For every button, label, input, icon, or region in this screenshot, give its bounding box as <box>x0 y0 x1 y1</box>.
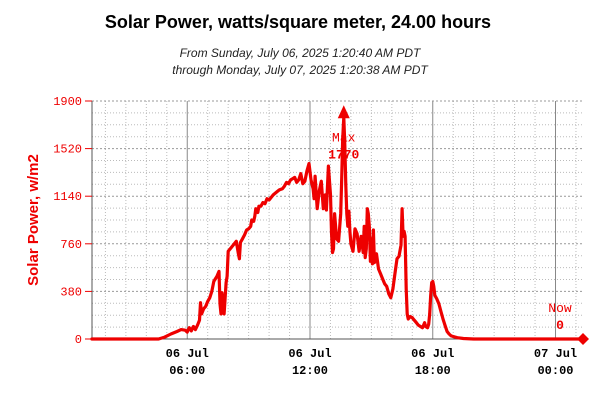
y-tick-label: 0 <box>75 333 82 347</box>
x-tick-label-date: 06 Jul <box>166 347 209 361</box>
y-tick-label: 760 <box>60 238 82 252</box>
max-value: 1770 <box>328 147 359 162</box>
annotations: Max 1770 Now 0 <box>328 105 589 345</box>
now-label: Now <box>548 301 572 316</box>
now-marker <box>577 333 589 345</box>
chart-subtitle-through: through Monday, July 07, 2025 1:20:38 AM… <box>172 63 429 77</box>
chart-subtitle-from: From Sunday, July 06, 2025 1:20:40 AM PD… <box>180 46 422 60</box>
y-axis-label: Solar Power, w/m2 <box>25 154 42 286</box>
x-tick-label-date: 06 Jul <box>288 347 331 361</box>
x-tick-label-time: 12:00 <box>292 364 328 378</box>
max-marker <box>337 105 350 119</box>
x-tick-label-time: 00:00 <box>537 364 573 378</box>
now-value: 0 <box>556 318 564 333</box>
x-tick-label-date: 06 Jul <box>411 347 454 361</box>
chart-title: Solar Power, watts/square meter, 24.00 h… <box>105 12 491 32</box>
x-tick-label-time: 06:00 <box>169 364 205 378</box>
max-label: Max <box>332 130 356 145</box>
y-tick-label: 1900 <box>53 95 82 109</box>
x-tick-label-date: 07 Jul <box>534 347 577 361</box>
series-layer <box>90 115 585 341</box>
axis-ticks: 0 380 760 1140 1520 1900 06 Jul 06:00 06 Jul 12:0… <box>53 95 577 378</box>
x-tick-label-time: 18:00 <box>415 364 451 378</box>
y-tick-label: 1140 <box>53 190 82 204</box>
grid-lines <box>91 100 583 340</box>
y-tick-label: 380 <box>60 285 82 299</box>
solar-power-series-line <box>90 115 585 341</box>
y-tick-label: 1520 <box>53 143 82 157</box>
